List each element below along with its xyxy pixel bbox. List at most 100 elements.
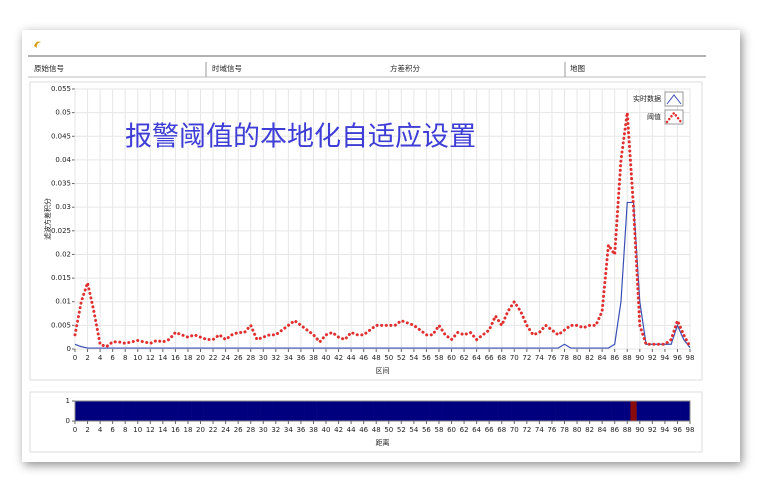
y-tick-label: 1 — [66, 397, 70, 405]
heat-cell — [316, 401, 324, 421]
tab-bar: 原始信号 时域信号 方差积分 地图 — [28, 62, 706, 78]
heat-cell — [140, 401, 148, 421]
x-tick-label: 58 — [435, 426, 444, 434]
x-tick-label: 50 — [384, 426, 393, 434]
heat-cell — [467, 401, 474, 421]
heat-cell — [253, 401, 261, 421]
heat-cell — [580, 401, 587, 421]
heat-cell — [542, 401, 550, 421]
heat-cell — [291, 401, 299, 421]
heat-cell — [122, 401, 129, 421]
x-tick-label: 58 — [435, 354, 444, 362]
x-tick-label: 74 — [535, 354, 544, 362]
x-tick-label: 4 — [98, 354, 103, 362]
y-tick-label: 0.05 — [55, 109, 71, 117]
x-tick-label: 38 — [309, 426, 318, 434]
x-tick-label: 38 — [309, 354, 318, 362]
heat-cell — [454, 401, 462, 421]
x-tick-label: 86 — [610, 354, 619, 362]
heat-cell — [84, 401, 91, 421]
x-tick-label: 14 — [158, 354, 167, 362]
heat-cell — [128, 401, 135, 421]
x-tick-label: 32 — [271, 426, 280, 434]
heat-cell — [460, 401, 468, 421]
heat-cell — [203, 401, 211, 421]
heat-cell — [617, 401, 625, 421]
heat-cell — [379, 401, 386, 421]
legend-label: 阈值 — [647, 112, 661, 121]
heat-cell — [555, 401, 562, 421]
x-tick-label: 2 — [85, 354, 89, 362]
heat-cell — [548, 401, 556, 421]
x-tick-label: 18 — [183, 354, 192, 362]
heat-cell — [354, 401, 361, 421]
tab-label[interactable]: 时域信号 — [212, 63, 242, 73]
x-tick-label: 82 — [585, 354, 594, 362]
x-tick-label: 52 — [397, 354, 406, 362]
y-tick-label: 0.03 — [55, 203, 71, 211]
x-tick-label: 82 — [585, 426, 594, 434]
x-tick-label: 6 — [110, 426, 115, 434]
heat-cell — [529, 401, 537, 421]
x-tick-label: 96 — [673, 426, 682, 434]
heat-cell — [517, 401, 524, 421]
heat-cell — [310, 401, 317, 421]
legend-swatch — [666, 94, 682, 105]
y-tick-label: 0.015 — [51, 274, 71, 282]
heat-cell — [172, 401, 179, 421]
tab-label[interactable]: 原始信号 — [34, 63, 64, 73]
x-tick-label: 34 — [284, 354, 293, 362]
heat-cell — [586, 401, 594, 421]
x-tick-label: 88 — [623, 426, 632, 434]
tab-label[interactable]: 方差积分 — [390, 63, 420, 73]
x-axis-label: 区间 — [376, 367, 390, 375]
x-tick-label: 14 — [158, 426, 167, 434]
x-tick-label: 62 — [460, 354, 469, 362]
heat-cell — [599, 401, 606, 421]
heat-cell — [209, 401, 217, 421]
heat-cell — [680, 401, 688, 421]
heat-cell — [78, 401, 85, 421]
heat-cell — [272, 401, 280, 421]
heat-cell — [347, 401, 355, 421]
x-tick-label: 22 — [209, 426, 218, 434]
plot-area — [74, 88, 691, 350]
x-tick-label: 80 — [573, 426, 582, 434]
series-line — [74, 201, 691, 349]
y-tick-label: 0.01 — [55, 298, 71, 306]
x-tick-label: 72 — [522, 354, 531, 362]
x-tick-label: 72 — [522, 426, 531, 434]
heat-cell — [335, 401, 343, 421]
x-tick-label: 90 — [635, 354, 644, 362]
x-tick-label: 68 — [497, 354, 506, 362]
x-tick-label: 80 — [573, 354, 582, 362]
x-tick-label: 86 — [610, 426, 619, 434]
strip-border — [74, 400, 691, 422]
x-tick-label: 26 — [234, 426, 243, 434]
x-tick-label: 96 — [673, 354, 682, 362]
x-tick-label: 40 — [322, 426, 331, 434]
heat-cell — [536, 401, 543, 421]
heat-cell — [504, 401, 512, 421]
heat-cell — [561, 401, 568, 421]
series-line — [73, 112, 692, 349]
x-tick-label: 4 — [98, 426, 103, 434]
heat-cell — [498, 401, 506, 421]
x-tick-label: 94 — [660, 354, 669, 362]
x-tick-label: 2 — [85, 426, 89, 434]
tab-label[interactable]: 地图 — [570, 63, 585, 73]
heat-cell — [511, 401, 518, 421]
x-tick-label: 98 — [686, 426, 695, 434]
heat-cell — [75, 401, 79, 421]
y-tick-label: 0.02 — [55, 250, 71, 258]
x-tick-label: 74 — [535, 426, 544, 434]
heat-cell — [486, 401, 493, 421]
heat-cell — [329, 401, 336, 421]
x-tick-label: 90 — [635, 426, 644, 434]
heat-cell — [373, 401, 380, 421]
y-tick-label: 0.045 — [51, 132, 71, 140]
heat-cell — [398, 401, 405, 421]
heat-cell — [661, 401, 669, 421]
x-tick-label: 68 — [497, 426, 506, 434]
